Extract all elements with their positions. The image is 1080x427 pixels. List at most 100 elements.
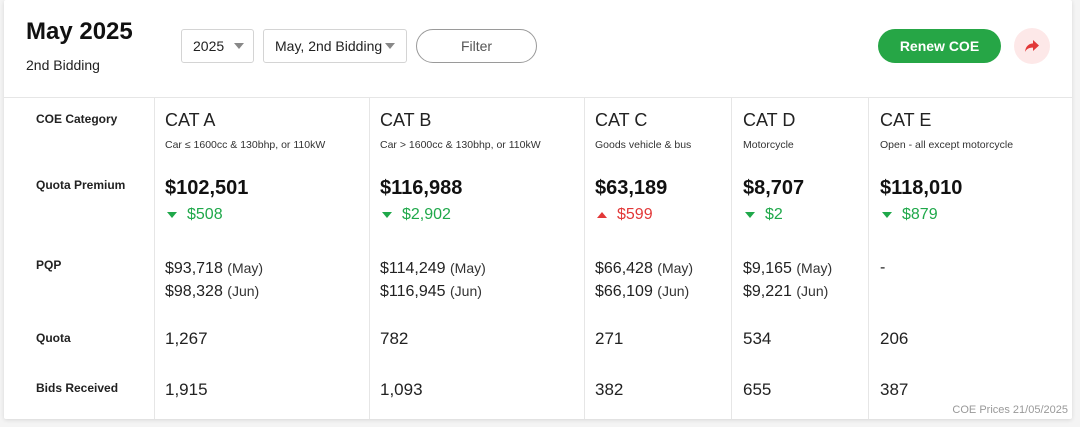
category-description: Goods vehicle & bus: [595, 139, 692, 151]
pqp-line: $66,109 (Jun): [595, 280, 693, 303]
page-title: May 2025: [26, 18, 133, 45]
premium-change-value: $2,902: [402, 206, 451, 223]
coe-card: May 2025 2nd Bidding 2025 May, 2nd Biddi…: [4, 0, 1072, 419]
row-label-category: COE Category: [36, 112, 118, 126]
bids-value: 1,093: [380, 380, 423, 399]
quota-premium-value: $8,707: [743, 177, 805, 199]
year-select[interactable]: 2025: [181, 29, 254, 63]
pqp-empty: -: [880, 259, 886, 276]
pqp-line: $116,945 (Jun): [380, 280, 486, 303]
column-divider: [731, 98, 732, 419]
column-divider: [154, 98, 155, 419]
category-description: Motorcycle: [743, 139, 794, 151]
quota-value: 206: [880, 329, 909, 348]
quota-value: 534: [743, 329, 772, 348]
category-header-cat-b: CAT B Car > 1600cc & 130bhp, or 110kW: [380, 110, 541, 151]
category-name: CAT A: [165, 110, 216, 130]
premium-change: $599: [595, 206, 667, 224]
pqp-line: $9,165 (May): [743, 257, 832, 280]
premium-cat-a: $102,501 $508: [165, 177, 248, 224]
pqp-value: $9,165: [743, 260, 792, 277]
bids-value: 1,915: [165, 380, 208, 399]
category-description: Open - all except motorcycle: [880, 139, 1014, 151]
pqp-line: $93,718 (May): [165, 257, 263, 280]
triangle-down-icon: [882, 212, 892, 218]
bidding-select[interactable]: May, 2nd Bidding: [263, 29, 407, 63]
category-name: CAT C: [595, 110, 648, 130]
year-select-value: 2025: [193, 38, 225, 54]
triangle-down-icon: [382, 212, 392, 218]
chevron-down-icon: [234, 43, 244, 49]
share-button[interactable]: [1014, 28, 1050, 64]
pqp-cat-a: $93,718 (May) $98,328 (Jun): [165, 257, 263, 303]
premium-change-value: $879: [902, 206, 938, 223]
triangle-down-icon: [167, 212, 177, 218]
premium-cat-e: $118,010 $879: [880, 177, 962, 224]
category-header-cat-a: CAT A Car ≤ 1600cc & 130bhp, or 110kW: [165, 110, 325, 151]
category-description: Car ≤ 1600cc & 130bhp, or 110kW: [165, 139, 326, 151]
pqp-value: $98,328: [165, 283, 223, 300]
pqp-month: (May): [450, 260, 486, 276]
column-divider: [369, 98, 370, 419]
quota-value: 1,267: [165, 329, 208, 348]
bidding-select-value: May, 2nd Bidding: [275, 38, 383, 54]
share-arrow-icon: [1025, 40, 1039, 52]
pqp-month: (Jun): [796, 283, 829, 299]
row-label-pqp: PQP: [36, 258, 62, 272]
quota-premium-value: $116,988: [380, 177, 463, 199]
category-name: CAT D: [743, 110, 796, 130]
pqp-value: $66,109: [595, 283, 653, 300]
category-name: CAT B: [380, 110, 432, 130]
premium-change-value: $2: [765, 206, 783, 223]
pqp-cat-b: $114,249 (May) $116,945 (Jun): [380, 257, 486, 303]
pqp-month: (May): [657, 260, 694, 276]
pqp-value: $116,945: [380, 283, 446, 300]
filter-button[interactable]: Filter: [416, 29, 537, 63]
premium-change: $2,902: [380, 206, 462, 224]
pqp-cat-c: $66,428 (May) $66,109 (Jun): [595, 257, 693, 303]
pqp-value: $93,718: [165, 260, 223, 277]
footnote: COE Prices 21/05/2025: [952, 404, 1068, 416]
pqp-month: (Jun): [657, 283, 690, 299]
bids-value: 655: [743, 380, 772, 399]
column-divider: [868, 98, 869, 419]
chevron-down-icon: [385, 43, 395, 49]
pqp-month: (May): [227, 260, 264, 276]
page-subtitle: 2nd Bidding: [26, 57, 100, 73]
premium-cat-c: $63,189 $599: [595, 177, 667, 224]
premium-cat-d: $8,707 $2: [743, 177, 804, 224]
quota-premium-value: $118,010: [880, 177, 963, 199]
card-header: May 2025 2nd Bidding 2025 May, 2nd Biddi…: [4, 0, 1072, 98]
pqp-line: $9,221 (Jun): [743, 280, 832, 303]
triangle-up-icon: [597, 212, 607, 218]
row-label-premium: Quota Premium: [36, 178, 126, 192]
column-divider: [584, 98, 585, 419]
pqp-value: $9,221: [743, 283, 792, 300]
pqp-line: $98,328 (Jun): [165, 280, 263, 303]
category-header-cat-e: CAT E Open - all except motorcycle: [880, 110, 1013, 151]
premium-cat-b: $116,988 $2,902: [380, 177, 462, 224]
premium-change-value: $508: [187, 206, 223, 223]
pqp-cat-d: $9,165 (May) $9,221 (Jun): [743, 257, 832, 303]
pqp-value: $66,428: [595, 260, 653, 277]
row-label-quota: Quota: [36, 331, 71, 345]
row-label-bids: Bids Received: [36, 381, 119, 395]
quota-premium-value: $102,501: [165, 177, 249, 199]
triangle-down-icon: [745, 212, 755, 218]
pqp-line: $114,249 (May): [380, 257, 486, 280]
bids-value: 382: [595, 380, 624, 399]
pqp-value: $114,249: [380, 260, 446, 277]
bids-value: 387: [880, 380, 909, 399]
pqp-cat-e: -: [880, 257, 885, 279]
pqp-month: (Jun): [227, 283, 260, 299]
premium-change-value: $599: [617, 206, 653, 223]
quota-premium-value: $63,189: [595, 177, 668, 199]
renew-coe-button[interactable]: Renew COE: [878, 29, 1001, 63]
pqp-line: $66,428 (May): [595, 257, 693, 280]
category-header-cat-d: CAT D Motorcycle: [743, 110, 795, 151]
quota-value: 271: [595, 329, 624, 348]
premium-change: $879: [880, 206, 962, 224]
category-name: CAT E: [880, 110, 932, 130]
category-header-cat-c: CAT C Goods vehicle & bus: [595, 110, 691, 151]
category-description: Car > 1600cc & 130bhp, or 110kW: [380, 139, 541, 151]
